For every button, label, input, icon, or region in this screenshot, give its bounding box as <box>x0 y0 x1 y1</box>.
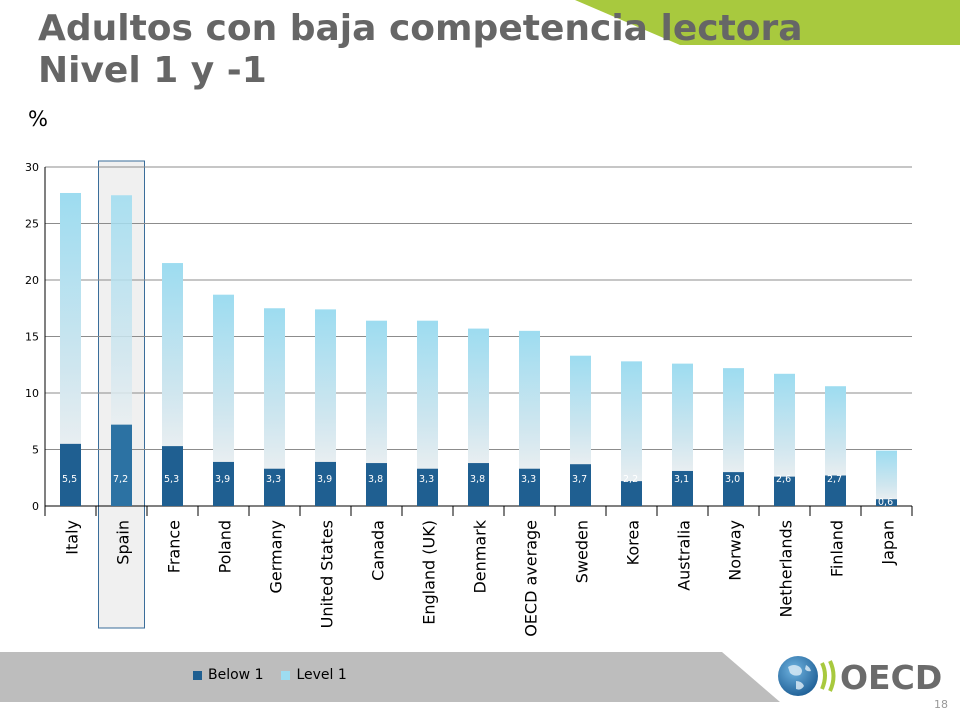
x-tick-label-denmark: Denmark <box>471 519 490 593</box>
bar-below-1-spain <box>111 424 132 506</box>
bar-level-1-korea <box>621 361 642 482</box>
slide-title-line-1: Adultos con baja competencia lectora <box>38 8 803 49</box>
oecd-logo: OECD <box>778 656 942 697</box>
bar-below-1-france <box>162 446 183 506</box>
data-label-below-1-japan: 0,6 <box>878 497 893 508</box>
x-tick-label-france: France <box>165 520 184 573</box>
bar-below-1-norway <box>723 472 744 506</box>
bar-below-1-australia <box>672 470 693 506</box>
oecd-logo-text: OECD <box>840 658 942 697</box>
bar-below-1-oecd-average <box>519 468 540 506</box>
x-tick-label-italy: Italy <box>63 520 82 555</box>
x-tick-label-oecd-average: OECD average <box>522 520 541 637</box>
x-tick-label-japan: Japan <box>879 520 898 566</box>
y-tick-20: 20 <box>25 274 39 287</box>
bar-below-1-united-states <box>315 461 336 506</box>
x-tick-label-poland: Poland <box>216 520 235 573</box>
unit-label: % <box>28 107 48 131</box>
bar-level-1-england-uk <box>417 320 438 469</box>
x-tick-label-spain: Spain <box>114 520 133 565</box>
data-label-below-1-italy: 5,5 <box>62 474 77 485</box>
bar-level-1-france <box>162 263 183 447</box>
bar-level-1-japan <box>876 450 897 500</box>
footer-band <box>0 652 780 702</box>
bar-below-1-germany <box>264 468 285 506</box>
data-label-below-1-poland: 3,9 <box>215 474 230 485</box>
x-tick-label-australia: Australia <box>675 520 694 591</box>
bar-level-1-canada <box>366 320 387 464</box>
slide-title: Adultos con baja competencia lectora Niv… <box>38 8 803 92</box>
legend-item-level-1: Level 1 <box>281 667 347 683</box>
page-number: 18 <box>934 698 948 711</box>
data-label-below-1-sweden: 3,7 <box>572 474 587 485</box>
bar-level-1-sweden <box>570 355 591 465</box>
x-tick-label-germany: Germany <box>267 520 286 594</box>
data-label-below-1-korea: 2,2 <box>623 474 638 485</box>
bar-below-1-denmark <box>468 463 489 506</box>
bar-below-1-italy <box>60 443 81 506</box>
x-tick-label-sweden: Sweden <box>573 520 592 583</box>
bar-level-1-oecd-average <box>519 330 540 469</box>
legend-swatch-below-1 <box>193 670 202 680</box>
y-tick-15: 15 <box>25 331 39 344</box>
bar-level-1-spain <box>111 195 132 425</box>
bar-level-1-united-states <box>315 309 336 462</box>
data-label-below-1-spain: 7,2 <box>113 474 128 485</box>
x-tick-label-united-states: United States <box>318 520 337 628</box>
bar-level-1-germany <box>264 308 285 469</box>
bar-level-1-netherlands <box>774 373 795 477</box>
data-label-below-1-oecd-average: 3,3 <box>521 474 536 485</box>
header-accent-shape <box>575 0 960 45</box>
y-tick-25: 25 <box>25 218 39 231</box>
bar-below-1-finland <box>825 475 846 506</box>
x-tick-label-norway: Norway <box>726 520 745 581</box>
x-tick-label-england-uk: England (UK) <box>420 520 439 625</box>
x-tick-label-finland: Finland <box>828 520 847 577</box>
y-tick-10: 10 <box>25 387 39 400</box>
bar-level-1-norway <box>723 368 744 473</box>
data-label-below-1-finland: 2,7 <box>827 474 842 485</box>
bar-below-1-sweden <box>570 464 591 506</box>
bar-below-1-england-uk <box>417 468 438 506</box>
y-tick-0: 0 <box>32 500 39 513</box>
data-label-below-1-germany: 3,3 <box>266 474 281 485</box>
x-tick-label-netherlands: Netherlands <box>777 520 796 618</box>
data-label-below-1-canada: 3,8 <box>368 474 383 485</box>
bar-below-1-canada <box>366 463 387 506</box>
bar-level-1-finland <box>825 386 846 476</box>
data-label-below-1-denmark: 3,8 <box>470 474 485 485</box>
bar-level-1-australia <box>672 363 693 471</box>
bar-below-1-netherlands <box>774 476 795 506</box>
y-tick-5: 5 <box>32 444 39 457</box>
data-label-below-1-norway: 3,0 <box>725 474 740 485</box>
x-tick-label-canada: Canada <box>369 520 388 581</box>
bar-below-1-poland <box>213 461 234 506</box>
data-label-below-1-united-states: 3,9 <box>317 474 332 485</box>
stacked-bar-chart: 0 5 10 15 20 25 30 5,5 Italy 7,2 Spain 5,3 France 3,9… <box>25 160 913 637</box>
slide-title-line-2: Nivel 1 y -1 <box>38 50 267 91</box>
data-label-below-1-england-uk: 3,3 <box>419 474 434 485</box>
legend-swatch-level-1 <box>281 670 291 680</box>
bar-level-1-poland <box>213 294 234 462</box>
bar-level-1-italy <box>60 192 81 444</box>
globe-icon <box>778 656 818 696</box>
bar-level-1-denmark <box>468 328 489 464</box>
chart-legend: Below 1 Level 1 <box>193 667 365 683</box>
legend-item-below-1: Below 1 <box>193 667 263 683</box>
legend-label-level-1: Level 1 <box>296 667 347 683</box>
legend-label-below-1: Below 1 <box>208 667 264 683</box>
data-label-below-1-france: 5,3 <box>164 474 179 485</box>
bar-below-1-japan <box>876 499 897 506</box>
data-label-below-1-netherlands: 2,6 <box>776 474 791 485</box>
x-tick-label-korea: Korea <box>624 520 643 565</box>
bar-below-1-korea <box>621 481 642 506</box>
y-tick-30: 30 <box>25 161 39 174</box>
data-label-below-1-australia: 3,1 <box>674 474 689 485</box>
